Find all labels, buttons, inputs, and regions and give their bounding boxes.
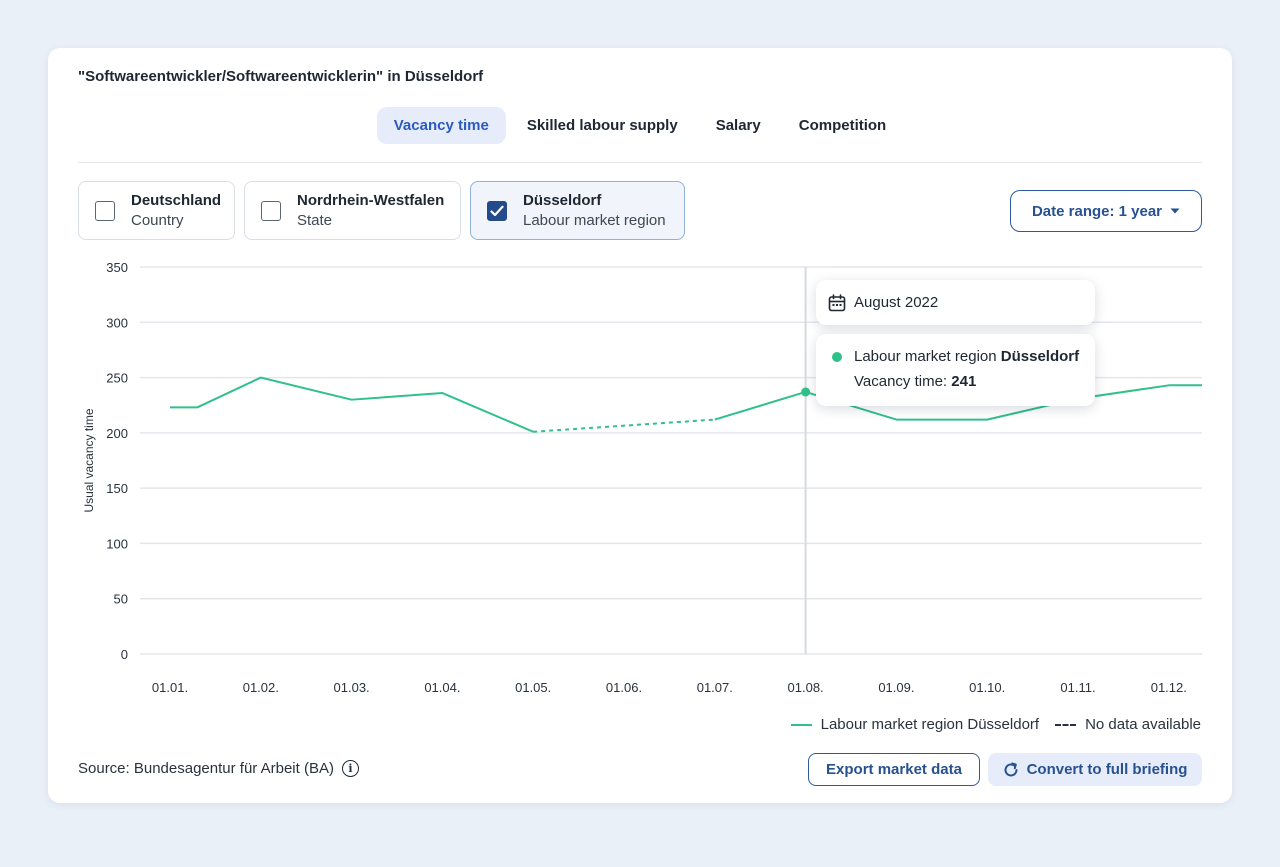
region-type: Country bbox=[131, 212, 184, 229]
tooltip-value: Labour market region Düsseldorf Vacancy … bbox=[816, 334, 1095, 406]
caret-down-icon bbox=[1170, 208, 1180, 214]
tooltip-date-text: August 2022 bbox=[854, 294, 939, 311]
source-note: Source: Bundesagentur für Arbeit (BA) i bbox=[78, 760, 359, 777]
legend-no-data-label: No data available bbox=[1085, 716, 1201, 733]
x-tick-label: 01.12. bbox=[1151, 680, 1187, 695]
divider bbox=[78, 162, 1202, 163]
region-name: Nordrhein-Westfalen bbox=[297, 192, 445, 209]
y-tick-label: 300 bbox=[106, 315, 128, 330]
series-dot-icon bbox=[832, 351, 842, 362]
checkbox-checked[interactable] bbox=[487, 200, 507, 221]
x-tick-label: 01.05. bbox=[515, 680, 551, 695]
tab-competition[interactable]: Competition bbox=[798, 117, 887, 134]
x-tick-label: 01.03. bbox=[334, 680, 370, 695]
convert-label: Convert to full briefing bbox=[1026, 761, 1188, 778]
date-range-label: Date range: 1 year bbox=[1031, 202, 1163, 220]
tooltip-value-number: 241 bbox=[951, 373, 977, 390]
legend-dash-icon bbox=[1055, 723, 1077, 726]
y-tick-label: 150 bbox=[106, 481, 128, 496]
legend-item-no-data: No data available bbox=[1055, 716, 1201, 733]
tooltip-value-label: Vacancy time: bbox=[854, 373, 948, 390]
tab-bar: Vacancy time Skilled labour supply Salar… bbox=[48, 107, 1232, 144]
y-axis-label: Usual vacancy time bbox=[82, 408, 96, 512]
y-tick-label: 250 bbox=[106, 371, 128, 386]
tab-skilled-labour-supply[interactable]: Skilled labour supply bbox=[526, 117, 678, 134]
tab-vacancy-time[interactable]: Vacancy time bbox=[376, 107, 506, 144]
checkbox-unchecked[interactable] bbox=[261, 200, 281, 221]
y-tick-label: 0 bbox=[121, 647, 128, 662]
x-tick-label: 01.09. bbox=[878, 680, 914, 695]
y-tick-label: 350 bbox=[106, 260, 128, 275]
region-type: Labour market region bbox=[523, 212, 666, 229]
export-market-data-button[interactable]: Export market data bbox=[808, 753, 980, 786]
region-name: Düsseldorf bbox=[523, 192, 602, 209]
market-card: "Softwareentwickler/Softwareentwicklerin… bbox=[48, 48, 1232, 803]
region-name: Deutschland bbox=[131, 192, 222, 209]
tooltip-region-prefix: Labour market region bbox=[854, 348, 997, 365]
y-tick-label: 200 bbox=[106, 426, 128, 441]
series-line bbox=[170, 376, 534, 433]
date-range-dropdown[interactable]: Date range: 1 year bbox=[1010, 190, 1202, 232]
x-tick-label: 01.08. bbox=[788, 680, 824, 695]
region-option-deutschland[interactable]: Deutschland Country bbox=[78, 181, 235, 240]
legend-series-label: Labour market region Düsseldorf bbox=[820, 716, 1040, 733]
x-tick-label: 01.10. bbox=[969, 680, 1005, 695]
region-option-duesseldorf[interactable]: Düsseldorf Labour market region bbox=[470, 181, 685, 240]
page-title: "Softwareentwickler/Softwareentwicklerin… bbox=[78, 68, 484, 85]
x-tick-label: 01.11. bbox=[1060, 680, 1095, 695]
tooltip-date: August 2022 bbox=[816, 280, 1095, 325]
x-tick-label: 01.04. bbox=[424, 680, 460, 695]
x-tick-label: 01.06. bbox=[606, 680, 642, 695]
chart-legend: Labour market region Düsseldorf No data … bbox=[790, 716, 1201, 733]
x-tick-label: 01.01. bbox=[152, 680, 188, 695]
source-text: Source: Bundesagentur für Arbeit (BA) bbox=[78, 760, 334, 777]
x-tick-label: 01.02. bbox=[243, 680, 279, 695]
y-tick-label: 100 bbox=[106, 536, 128, 551]
tab-salary[interactable]: Salary bbox=[715, 117, 761, 134]
legend-line-icon bbox=[790, 723, 812, 726]
y-tick-label: 50 bbox=[114, 592, 128, 607]
no-data-dashed-line bbox=[533, 418, 715, 433]
region-type: State bbox=[297, 212, 333, 229]
calendar-icon bbox=[828, 293, 846, 311]
region-option-nordrhein-westfalen[interactable]: Nordrhein-Westfalen State bbox=[244, 181, 461, 240]
checkmark-icon bbox=[490, 205, 504, 216]
checkbox-unchecked[interactable] bbox=[95, 200, 115, 221]
convert-to-briefing-button[interactable]: Convert to full briefing bbox=[988, 753, 1202, 786]
legend-item-series: Labour market region Düsseldorf bbox=[790, 716, 1040, 733]
highlight-point bbox=[801, 387, 811, 397]
x-tick-label: 01.07. bbox=[697, 680, 733, 695]
info-icon[interactable]: i bbox=[341, 760, 359, 777]
refresh-icon bbox=[1004, 762, 1018, 776]
tooltip-region-name: Düsseldorf bbox=[1000, 348, 1080, 365]
